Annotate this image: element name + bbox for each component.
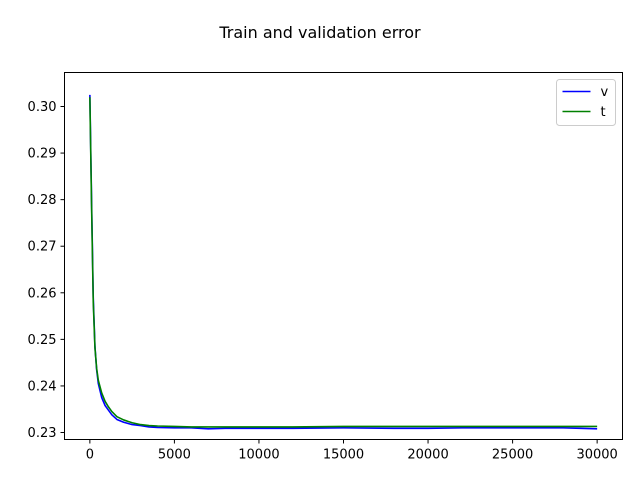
y-tick-label: 0.27 xyxy=(28,240,57,255)
y-tick-label: 0.30 xyxy=(28,100,57,115)
y-tick-label: 0.24 xyxy=(28,379,57,394)
x-tick-label: 10000 xyxy=(238,448,279,463)
y-axis: 0.23 0.24 0.25 0.26 0.27 0.28 0.29 0.30 xyxy=(28,100,65,441)
series-line-t xyxy=(89,97,598,428)
x-tick-label: 0 xyxy=(86,448,94,463)
plot-lines xyxy=(89,94,598,430)
x-tick-label: 30000 xyxy=(576,448,617,463)
x-tick-label: 20000 xyxy=(407,448,448,463)
chart-title: Train and validation error xyxy=(218,23,421,42)
y-tick-label: 0.26 xyxy=(28,286,57,301)
x-tick-label: 15000 xyxy=(323,448,364,463)
legend-label-v: v xyxy=(601,85,609,100)
legend: vt xyxy=(556,79,616,126)
legend-label-t: t xyxy=(601,105,606,120)
x-tick-label: 25000 xyxy=(492,448,533,463)
y-tick-label: 0.25 xyxy=(28,333,57,348)
y-tick-label: 0.23 xyxy=(28,426,57,441)
x-tick-label: 5000 xyxy=(158,448,191,463)
y-tick-label: 0.28 xyxy=(28,193,57,208)
x-axis: 0 5000 10000 15000 20000 25000 30000 xyxy=(86,439,618,463)
y-tick-label: 0.29 xyxy=(28,147,57,162)
